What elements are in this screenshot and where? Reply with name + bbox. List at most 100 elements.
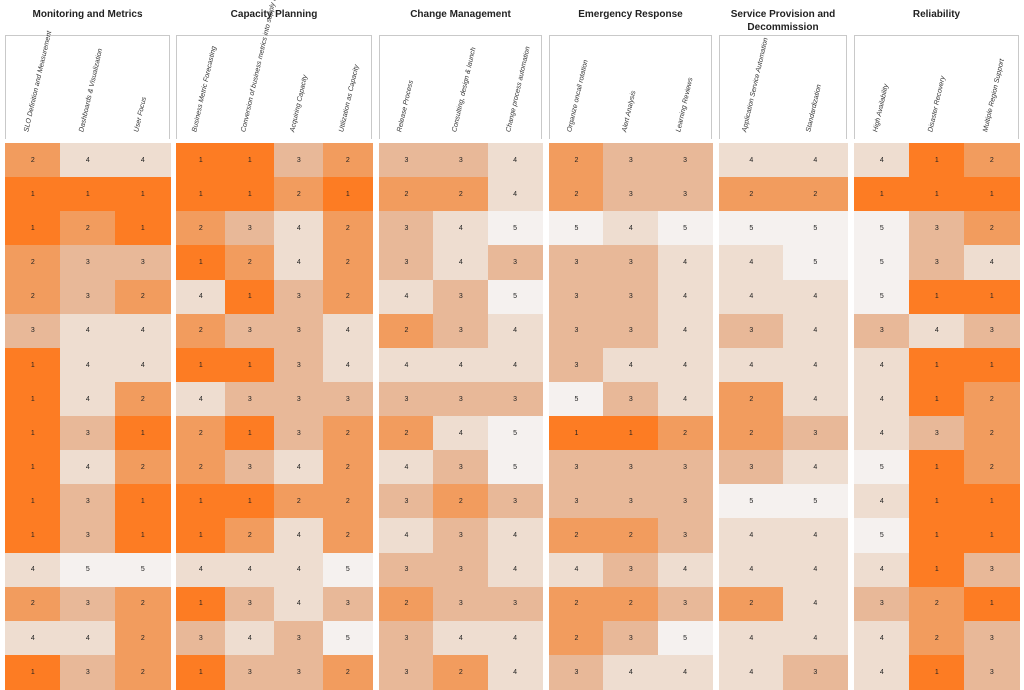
heatmap-cell: 2 (433, 654, 489, 690)
group-title: Monitoring and Metrics (32, 9, 143, 20)
heatmap-cell: 2 (115, 450, 171, 485)
heatmap-cell: 3 (964, 620, 1020, 656)
heatmap-cell: 3 (487, 245, 543, 281)
heatmap-cell: 3 (274, 654, 324, 690)
heatmap-cell: 3 (176, 620, 226, 656)
heatmap-cell: 4 (854, 416, 910, 451)
heatmap-cell: 3 (783, 654, 848, 690)
heatmap-cell: 4 (487, 620, 543, 656)
heatmap-cell: 3 (854, 586, 910, 622)
heatmap-cell: 4 (60, 347, 116, 383)
heatmap-cell: 3 (60, 654, 116, 690)
heatmap-cell: 3 (433, 450, 489, 485)
heatmap-cell: 4 (854, 143, 910, 178)
heatmap-cell: 3 (379, 211, 434, 246)
heatmap-cell: 3 (657, 484, 713, 519)
heatmap-cell: 2 (323, 245, 373, 281)
heatmap-cell: 1 (225, 177, 275, 212)
heatmap-cell: 1 (964, 177, 1020, 212)
heatmap-cell: 4 (379, 518, 434, 554)
heatmap-cell: 2 (549, 586, 604, 622)
heatmap-cell: 4 (657, 347, 713, 383)
heatmap-cell: 4 (719, 620, 784, 656)
heatmap-cell: 1 (909, 347, 965, 383)
heatmap-cell: 2 (433, 484, 489, 519)
heatmap-cell: 1 (225, 347, 275, 383)
heatmap-cell: 4 (115, 143, 171, 178)
heatmap-cell: 1 (909, 552, 965, 588)
heatmap-cell: 4 (323, 313, 373, 349)
heatmap-cell: 1 (5, 654, 61, 690)
heatmap-cell: 3 (603, 450, 659, 485)
heatmap-cell: 5 (60, 552, 116, 588)
heatmap-cell: 4 (433, 347, 489, 383)
heatmap-cell: 3 (487, 381, 543, 417)
heatmap-cell: 3 (854, 313, 910, 349)
heatmap-cell: 3 (60, 245, 116, 281)
heatmap-cell: 1 (909, 450, 965, 485)
heatmap-cell: 5 (549, 211, 604, 246)
heatmap-cell: 1 (549, 416, 604, 451)
heatmap-cell: 1 (5, 518, 61, 554)
heatmap-cell: 1 (225, 279, 275, 315)
heatmap-cell: 4 (657, 381, 713, 417)
heatmap-cell: 2 (549, 143, 604, 178)
heatmap-cell: 2 (964, 450, 1020, 485)
heatmap-cell: 3 (964, 552, 1020, 588)
heatmap-cell: 1 (5, 484, 61, 519)
heatmap-cell: 5 (657, 211, 713, 246)
heatmap-cell: 4 (433, 620, 489, 656)
heatmap-cell: 3 (225, 586, 275, 622)
heatmap-cell: 2 (657, 416, 713, 451)
heatmap-cell: 1 (909, 279, 965, 315)
heatmap-cell: 4 (60, 450, 116, 485)
heatmap-cell: 5 (854, 211, 910, 246)
heatmap-cell: 5 (323, 620, 373, 656)
heatmap-cell: 2 (225, 245, 275, 281)
heatmap-cell: 4 (854, 620, 910, 656)
heatmap-cell: 5 (783, 245, 848, 281)
heatmap-cell: 3 (225, 381, 275, 417)
heatmap-cell: 4 (657, 552, 713, 588)
heatmap-cell: 4 (5, 620, 61, 656)
heatmap-cell: 2 (719, 177, 784, 212)
heatmap-cell: 5 (719, 484, 784, 519)
heatmap-cell: 3 (549, 347, 604, 383)
heatmap-cell: 3 (274, 347, 324, 383)
heatmap-cell: 3 (603, 484, 659, 519)
heatmap-cell: 2 (323, 416, 373, 451)
heatmap-cell: 3 (379, 381, 434, 417)
heatmap-cell: 3 (274, 620, 324, 656)
heatmap-cell: 3 (549, 450, 604, 485)
heatmap-cell: 2 (719, 416, 784, 451)
heatmap-cell: 4 (657, 654, 713, 690)
heatmap-cell: 2 (603, 586, 659, 622)
heatmap-cell: 2 (176, 416, 226, 451)
heatmap-cell: 1 (5, 450, 61, 485)
heatmap-cell: 1 (964, 586, 1020, 622)
heatmap-cell: 4 (719, 552, 784, 588)
heatmap-cell: 1 (60, 177, 116, 212)
heatmap-cell: 2 (176, 450, 226, 485)
heatmap-cell: 4 (783, 552, 848, 588)
heatmap-cell: 1 (176, 245, 226, 281)
heatmap-cell: 2 (274, 177, 324, 212)
heatmap-cell: 1 (5, 211, 61, 246)
group-title: Emergency Response (578, 9, 683, 20)
heatmap-cell: 1 (854, 177, 910, 212)
heatmap-cell: 4 (783, 450, 848, 485)
heatmap-cell: 3 (603, 552, 659, 588)
heatmap-cell: 3 (909, 211, 965, 246)
heatmap-cell: 1 (176, 518, 226, 554)
group-title: Reliability (912, 9, 961, 20)
heatmap-cell: 4 (783, 518, 848, 554)
heatmap-cell: 3 (909, 416, 965, 451)
heatmap-cell: 3 (274, 381, 324, 417)
heatmap-cell: 1 (115, 211, 171, 246)
heatmap-cell: 4 (60, 381, 116, 417)
heatmap-cell: 4 (909, 313, 965, 349)
heatmap-cell: 1 (225, 143, 275, 178)
heatmap-cell: 3 (433, 279, 489, 315)
heatmap-cell: 2 (379, 177, 434, 212)
heatmap-cell: 5 (549, 381, 604, 417)
